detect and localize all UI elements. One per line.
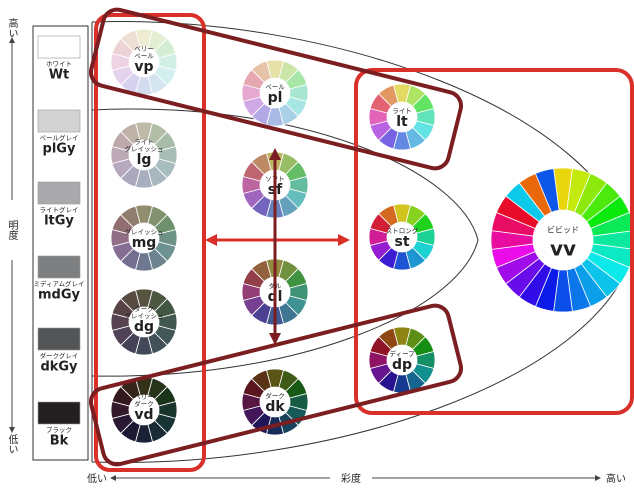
tone-abbr: vd bbox=[134, 407, 153, 423]
wheel-center bbox=[129, 140, 159, 170]
low-chroma-frame bbox=[94, 13, 206, 472]
gray-abbr: mdGy bbox=[38, 288, 81, 303]
axis-arrows bbox=[9, 37, 601, 481]
tone-name: ライト bbox=[134, 138, 154, 146]
gray-swatch bbox=[37, 327, 81, 351]
wheel-center bbox=[129, 307, 159, 337]
gray-scale-frame bbox=[32, 25, 89, 461]
tone-abbr: dk bbox=[265, 399, 285, 415]
tone-abbr: lg bbox=[137, 152, 152, 168]
tone-name: ベリー bbox=[134, 393, 154, 401]
gray-name: ホワイト bbox=[46, 60, 72, 68]
wheel-center bbox=[129, 223, 159, 253]
axis-label: 高い bbox=[606, 472, 626, 485]
tone-abbr: dp bbox=[392, 357, 412, 373]
tone-name: ペール bbox=[265, 83, 285, 91]
tone-name: グレイッシュ bbox=[125, 311, 164, 320]
gray-abbr: Bk bbox=[50, 434, 69, 449]
gray-swatch bbox=[37, 109, 81, 133]
tone-name: ダーク bbox=[134, 304, 154, 313]
tone-name: ダーク bbox=[265, 391, 285, 400]
tone-abbr: vp bbox=[134, 59, 153, 75]
tone-abbr: dg bbox=[134, 319, 154, 335]
tone-name: グレイッシュ bbox=[125, 227, 164, 236]
tone-name: ペール bbox=[134, 52, 154, 60]
wheel-center bbox=[129, 395, 159, 425]
wheel-center bbox=[533, 210, 593, 270]
arrows bbox=[269, 148, 281, 345]
wheel-center bbox=[387, 345, 417, 375]
arrows bbox=[205, 234, 350, 246]
outer-curve bbox=[91, 21, 634, 463]
wheel-center bbox=[387, 102, 417, 132]
dark-band bbox=[89, 303, 463, 467]
tone-wheel: ソフトsf bbox=[241, 151, 309, 219]
gray-abbr: plGy bbox=[43, 142, 76, 157]
tone-name: ダーク bbox=[134, 399, 154, 408]
tone-name: ビビッド bbox=[547, 226, 579, 235]
gray-abbr: ltGy bbox=[44, 214, 74, 229]
gray-name: ブラック bbox=[46, 425, 72, 434]
axis-title: 彩度 bbox=[341, 472, 361, 485]
gray-swatch bbox=[37, 181, 81, 205]
wheel-center bbox=[260, 387, 290, 417]
gray-name: ライトグレイ bbox=[40, 205, 79, 214]
wheel-center bbox=[387, 222, 417, 252]
tone-name: ベリー bbox=[134, 45, 154, 53]
gray-abbr: Wt bbox=[49, 68, 70, 83]
tone-abbr: pl bbox=[268, 90, 283, 106]
tone-abbr: lt bbox=[396, 114, 408, 130]
tone-abbr: mg bbox=[132, 235, 157, 251]
axis-label: 高い bbox=[6, 17, 18, 38]
wheel-center bbox=[260, 78, 290, 108]
tone-wheel: ビビッド vv bbox=[490, 167, 634, 313]
bright-band bbox=[89, 7, 463, 171]
axis-label: 低い bbox=[6, 433, 18, 454]
gray-swatch bbox=[37, 255, 81, 279]
tone-abbr: st bbox=[394, 234, 409, 250]
gray-swatch bbox=[37, 401, 81, 425]
tone-name: ストロング bbox=[386, 226, 419, 235]
gray-swatch bbox=[37, 35, 81, 59]
gray-name: ペールグレイ bbox=[40, 133, 79, 142]
tone-name: ディープ bbox=[389, 349, 415, 358]
wheel-center bbox=[129, 47, 159, 77]
gray-name: ダークグレイ bbox=[40, 351, 79, 360]
axis-title: 明度 bbox=[6, 220, 18, 241]
axis-label: 低い bbox=[87, 472, 107, 485]
gray-name: ミディアムグレイ bbox=[33, 279, 84, 288]
tone-name: グレイッシュ bbox=[125, 144, 164, 153]
tone-abbr: vv bbox=[550, 237, 576, 261]
gray-abbr: dkGy bbox=[40, 360, 78, 375]
tone-name: ライト bbox=[392, 107, 412, 115]
high-chroma-frame bbox=[354, 68, 634, 415]
